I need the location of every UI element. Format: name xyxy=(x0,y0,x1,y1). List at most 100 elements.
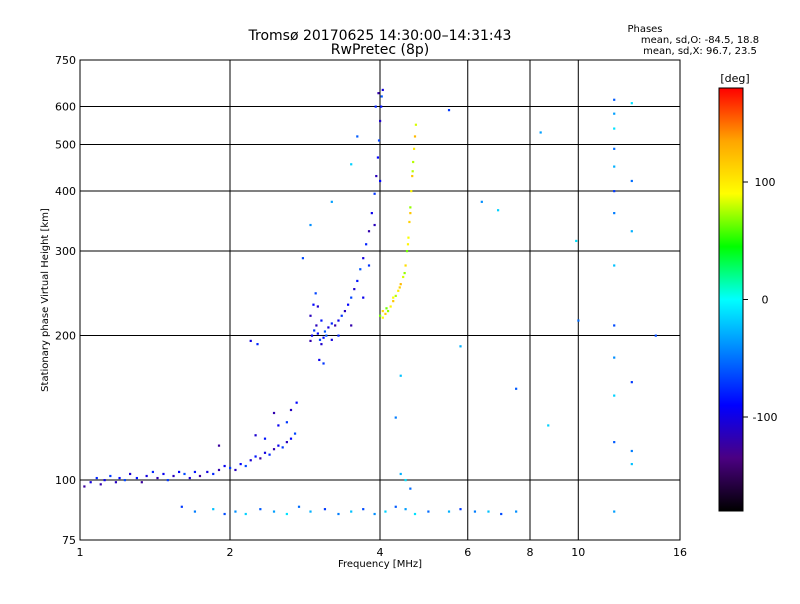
data-point xyxy=(427,510,430,513)
data-point xyxy=(156,476,159,480)
data-point xyxy=(362,508,365,511)
x-tick-label: 1 xyxy=(77,546,84,559)
data-point xyxy=(320,343,323,346)
data-point xyxy=(412,147,416,150)
data-point xyxy=(613,98,616,101)
phases-x-mean: mean, sd,X: 96.7, 23.5 xyxy=(643,46,757,57)
data-point xyxy=(405,250,409,253)
phases-o-mean: mean, sd,O: -84.5, 18.8 xyxy=(641,35,759,46)
data-point xyxy=(223,464,226,468)
data-point xyxy=(406,243,410,246)
data-point xyxy=(500,512,503,516)
data-point xyxy=(177,470,181,474)
x-axis-ticks: 1 2 4 6 8 10 16 xyxy=(77,546,688,559)
x-tick-label: 4 xyxy=(377,546,384,559)
data-point xyxy=(172,474,175,478)
data-point xyxy=(114,481,118,484)
data-point xyxy=(322,362,325,365)
data-point xyxy=(613,264,616,267)
data-point xyxy=(630,381,633,384)
data-point xyxy=(254,434,257,437)
data-point xyxy=(367,264,371,267)
data-point xyxy=(373,512,376,516)
data-point xyxy=(193,470,197,474)
data-point xyxy=(318,338,322,341)
data-point xyxy=(180,505,183,508)
data-point xyxy=(281,446,284,449)
series-2 xyxy=(379,123,418,319)
data-point xyxy=(239,462,242,466)
data-point xyxy=(234,510,237,513)
data-point xyxy=(412,160,415,164)
data-point xyxy=(473,510,477,513)
data-point xyxy=(407,236,410,239)
data-point xyxy=(223,512,226,516)
data-points xyxy=(83,88,657,516)
data-point xyxy=(459,345,462,348)
data-point xyxy=(392,296,395,299)
data-point xyxy=(613,147,616,150)
y-tick-label: 400 xyxy=(55,185,76,198)
data-point xyxy=(123,479,126,482)
data-point xyxy=(379,119,382,123)
phases-title: Phases xyxy=(627,24,662,35)
data-point xyxy=(330,322,333,325)
y-axis-label: Stationary phase Virtual Height [km] xyxy=(40,208,51,392)
data-point xyxy=(392,300,395,303)
data-point xyxy=(318,358,321,362)
data-point xyxy=(404,508,407,511)
y-tick-label: 500 xyxy=(55,139,76,152)
colorbar-tick-label: 0 xyxy=(762,294,769,307)
data-point xyxy=(95,476,98,480)
colorbar-tick-label: 100 xyxy=(755,176,776,189)
data-point xyxy=(256,343,259,346)
x-tick-label: 6 xyxy=(464,546,471,559)
data-point xyxy=(337,319,340,322)
data-point xyxy=(293,432,297,435)
data-point xyxy=(397,289,400,292)
data-point xyxy=(487,510,490,513)
data-point xyxy=(272,448,276,451)
data-point xyxy=(613,190,616,193)
data-point xyxy=(316,305,319,308)
data-point xyxy=(373,223,376,227)
data-point xyxy=(373,192,376,195)
data-point xyxy=(310,334,314,337)
data-point xyxy=(249,339,252,343)
data-point xyxy=(212,472,215,476)
data-point xyxy=(254,455,257,458)
data-point xyxy=(370,212,373,215)
data-point xyxy=(263,451,267,454)
y-tick-label: 600 xyxy=(55,101,76,114)
data-point xyxy=(613,356,616,359)
data-point xyxy=(394,416,397,419)
data-point xyxy=(414,123,418,126)
data-point xyxy=(630,449,633,453)
colorbar-ticks: 100 0 -100 xyxy=(743,176,777,424)
data-point xyxy=(380,95,383,98)
data-point xyxy=(515,510,518,513)
data-point xyxy=(413,512,417,516)
series-0 xyxy=(83,339,298,488)
data-point xyxy=(135,476,138,480)
data-point xyxy=(166,479,169,482)
data-point xyxy=(323,508,327,511)
series-1 xyxy=(309,88,384,365)
data-point xyxy=(140,481,143,484)
data-point xyxy=(109,474,112,478)
data-point xyxy=(381,88,384,92)
colorbar xyxy=(718,87,744,512)
data-point xyxy=(375,174,378,178)
x-tick-label: 10 xyxy=(571,546,585,559)
data-point xyxy=(229,466,232,470)
data-point xyxy=(413,135,417,138)
data-point xyxy=(316,332,319,335)
data-point xyxy=(630,179,633,183)
y-tick-label: 100 xyxy=(55,474,76,487)
data-point xyxy=(613,112,616,115)
data-point xyxy=(613,441,616,444)
data-point xyxy=(285,421,288,424)
data-point xyxy=(323,330,327,333)
data-point xyxy=(268,453,271,456)
y-axis-ticks: 75 100 200 300 400 500 600 750 xyxy=(55,54,76,547)
